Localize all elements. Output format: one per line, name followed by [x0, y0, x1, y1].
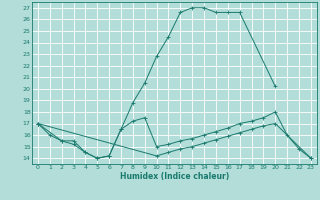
X-axis label: Humidex (Indice chaleur): Humidex (Indice chaleur): [120, 172, 229, 181]
